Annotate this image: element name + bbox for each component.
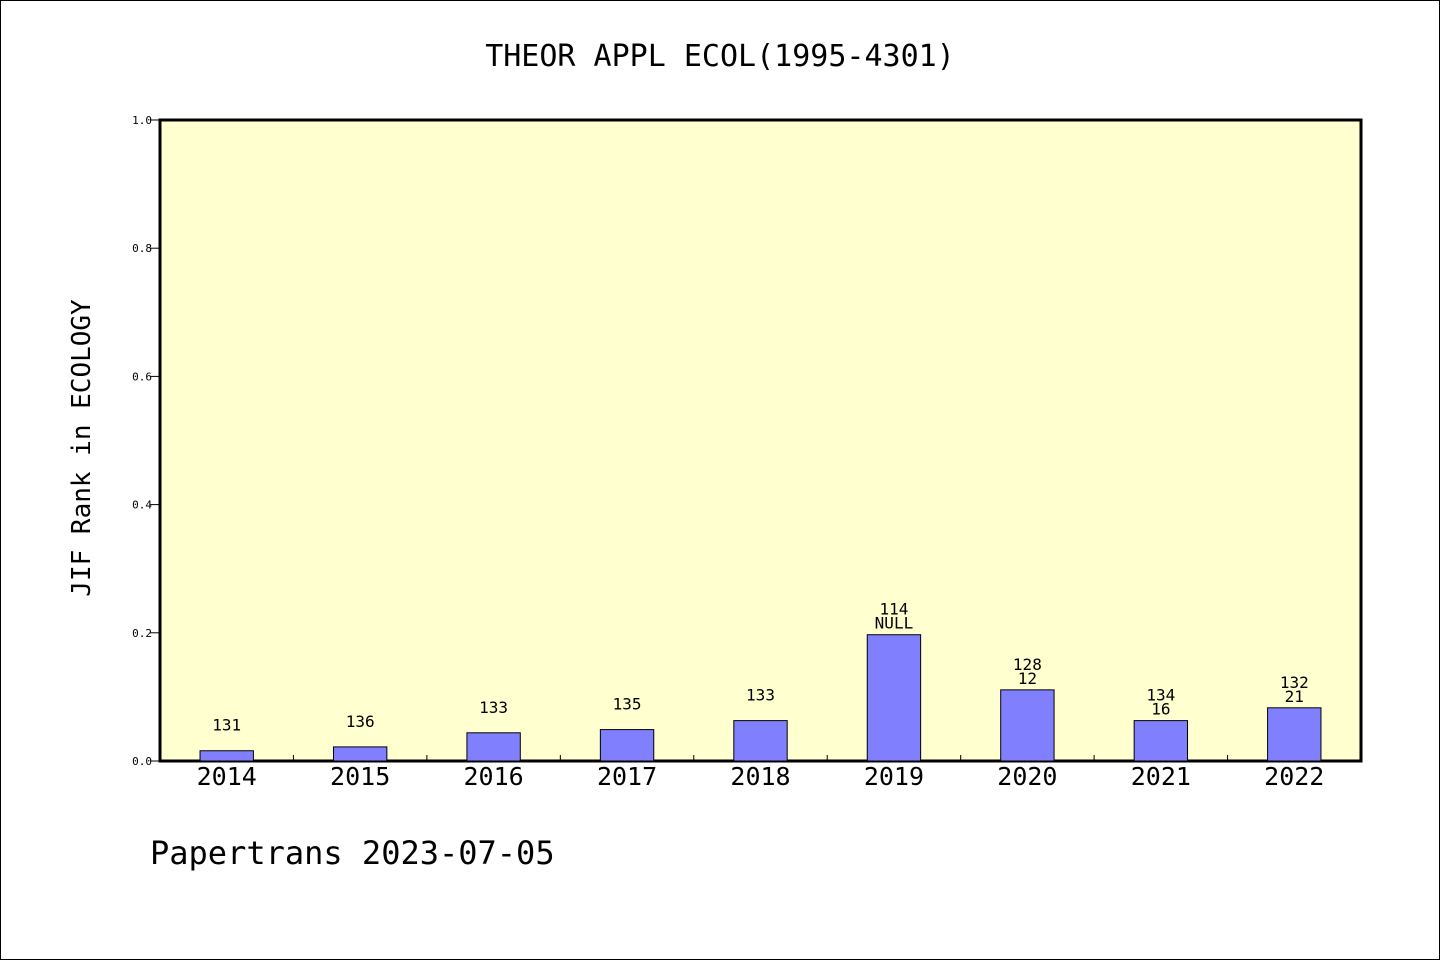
x-axis-minor-ticks <box>292 755 1229 761</box>
plot-area <box>158 118 1363 763</box>
x-tick-label: 2018 <box>730 762 790 791</box>
data-label: 133 <box>479 698 508 717</box>
bar-2021 <box>1133 720 1189 762</box>
y-tick-label: 0.4 <box>132 499 152 512</box>
data-label: 114 <box>879 600 908 619</box>
x-tick-label: 2020 <box>997 762 1057 791</box>
data-label: 135 <box>613 695 642 714</box>
y-tick-label: 1.0 <box>132 114 152 127</box>
bar-2020 <box>1000 689 1055 762</box>
footer-text: Papertrans 2023-07-05 <box>150 834 555 872</box>
bar-2018 <box>733 720 788 762</box>
data-label: 131 <box>212 716 241 735</box>
data-label: 128 <box>1013 655 1042 674</box>
data-label: 132 <box>1280 673 1309 692</box>
data-label: 133 <box>746 686 775 705</box>
bar-2019 <box>866 634 922 762</box>
bar-2015 <box>332 746 388 762</box>
bar-2014 <box>199 750 254 762</box>
y-tick-label: 0.8 <box>132 242 152 255</box>
bars <box>199 634 1322 762</box>
data-label: 136 <box>346 712 375 731</box>
bar-2016 <box>466 732 521 762</box>
data-label: 134 <box>1146 686 1175 705</box>
data-label-secondary: NULL <box>875 614 914 633</box>
x-tick-label: 2021 <box>1131 762 1191 791</box>
y-tick-label: 0.6 <box>132 370 152 383</box>
y-axis-ticks: 0.0 0.2 0.4 0.6 0.8 1.0 <box>132 114 160 768</box>
y-axis-label: JIF Rank in ECOLOGY <box>67 299 97 597</box>
data-label-secondary: 16 <box>1151 700 1170 719</box>
x-tick-label: 2016 <box>464 762 524 791</box>
x-tick-label: 2019 <box>864 762 924 791</box>
y-tick-label: 0.0 <box>132 755 152 768</box>
x-tick-label: 2017 <box>597 762 657 791</box>
x-tick-label: 2022 <box>1264 762 1324 791</box>
bar-2022 <box>1267 707 1322 762</box>
x-tick-label: 2014 <box>197 762 257 791</box>
data-label-secondary: 21 <box>1285 687 1304 706</box>
x-tick-label: 2015 <box>330 762 390 791</box>
data-label-secondary: 12 <box>1018 669 1037 688</box>
chart-title: THEOR APPL ECOL(1995-4301) <box>485 39 955 74</box>
y-tick-label: 0.2 <box>132 627 152 640</box>
x-axis-ticks: 2014 2015 2016 2017 2018 2019 2020 2021 2022 <box>197 762 1325 791</box>
bar-2017 <box>599 729 655 762</box>
